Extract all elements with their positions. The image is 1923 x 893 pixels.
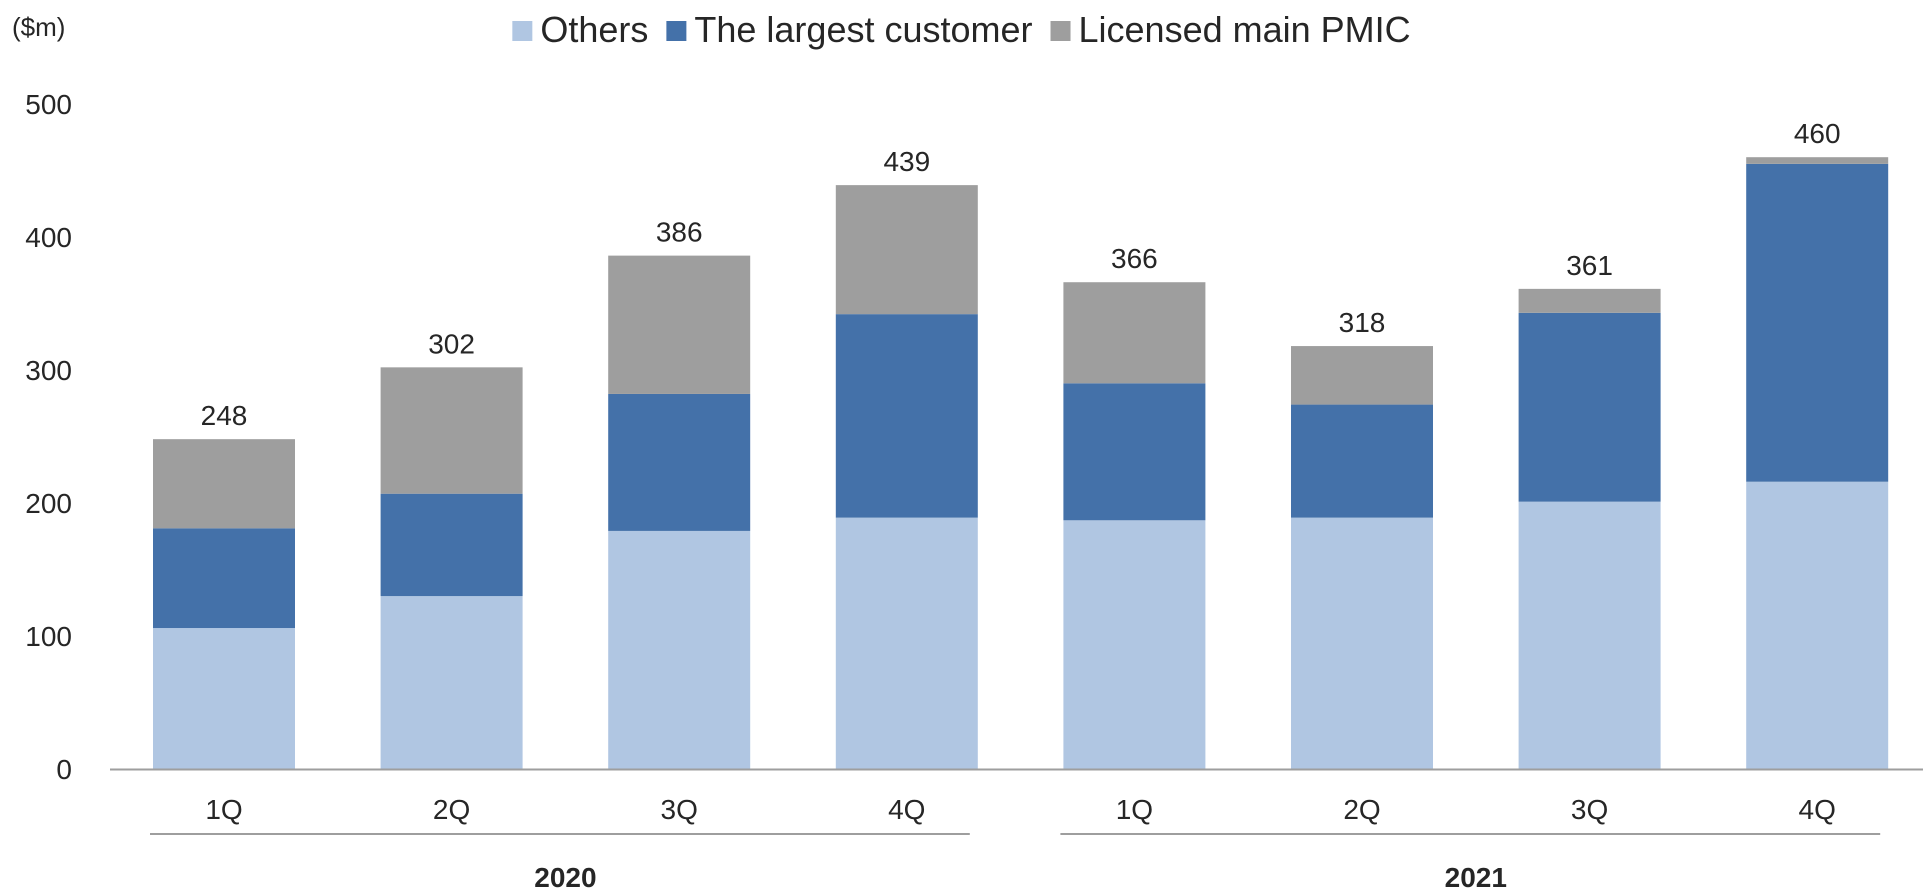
legend-swatch: [666, 21, 687, 41]
legend-swatch: [512, 21, 533, 41]
bar-segment-licensed-main-pmic: [380, 367, 523, 494]
bar-segment-licensed-main-pmic: [608, 255, 751, 394]
bar-segment-licensed-main-pmic: [1518, 288, 1661, 313]
bar-segment-licensed-main-pmic: [1746, 157, 1889, 164]
legend: Others The largest customer Licensed main …: [512, 9, 1411, 50]
y-tick-label: 200: [25, 488, 72, 519]
total-label: 460: [1794, 118, 1841, 149]
bar-segment-licensed-main-pmic: [1063, 282, 1206, 384]
bar-segment-the-largest-customer: [1063, 383, 1206, 521]
bar-segment-others: [1291, 517, 1433, 769]
y-tick-label: 400: [25, 222, 72, 253]
bar-segment-others: [153, 628, 295, 769]
x-tick-label: 2Q: [433, 794, 470, 825]
bar-segment-others: [835, 517, 978, 769]
x-tick-label: 1Q: [1116, 794, 1153, 825]
legend-label: Licensed main PMIC: [1079, 9, 1411, 50]
y-tick-label: 0: [56, 754, 72, 785]
legend-label: The largest customer: [694, 9, 1032, 50]
bar-segment-others: [1746, 481, 1889, 769]
y-tick-label: 100: [25, 621, 72, 652]
x-tick-label: 4Q: [888, 794, 925, 825]
bar-segment-licensed-main-pmic: [1291, 346, 1433, 405]
bar-segment-licensed-main-pmic: [153, 439, 295, 529]
bars: [153, 157, 1889, 769]
total-label: 386: [656, 217, 703, 248]
bar-segment-the-largest-customer: [835, 314, 978, 518]
unit-label: ($m): [12, 12, 65, 42]
total-label: 248: [201, 400, 248, 431]
bar-segment-the-largest-customer: [1746, 163, 1889, 482]
y-tick-label: 300: [25, 355, 72, 386]
total-label: 366: [1111, 243, 1158, 274]
year-groups: 2020 2021: [150, 833, 1881, 893]
bar-segment-the-largest-customer: [153, 528, 295, 629]
year-group-label: 2021: [1445, 862, 1507, 893]
x-tick-label: 3Q: [1571, 794, 1608, 825]
total-label: 361: [1566, 250, 1613, 281]
year-group-label: 2020: [534, 862, 596, 893]
x-tick-label: 1Q: [205, 794, 242, 825]
x-tick-label: 2Q: [1343, 794, 1380, 825]
x-tick-label: 4Q: [1799, 794, 1836, 825]
bar-segment-others: [1063, 520, 1206, 769]
total-labels: 248 302 386 439 366 318 361 460: [201, 118, 1841, 431]
legend-item-the-largest-customer: The largest customer: [666, 9, 1033, 50]
legend-label: Others: [540, 9, 648, 50]
bar-segment-the-largest-customer: [380, 493, 523, 597]
bar-segment-others: [380, 596, 523, 769]
x-axis: 1Q 2Q 3Q 4Q 1Q 2Q 3Q 4Q: [205, 794, 1836, 825]
legend-item-licensed-main-pmic: Licensed main PMIC: [1050, 9, 1411, 50]
y-axis: 0 100 200 300 400 500: [25, 89, 72, 785]
bar-segment-licensed-main-pmic: [835, 185, 978, 315]
bar-segment-the-largest-customer: [1518, 312, 1661, 502]
legend-swatch: [1050, 21, 1071, 41]
y-tick-label: 500: [25, 89, 72, 120]
bar-segment-the-largest-customer: [1291, 404, 1433, 518]
legend-item-others: Others: [512, 9, 648, 50]
bar-segment-the-largest-customer: [608, 393, 751, 531]
bar-segment-others: [608, 530, 751, 769]
x-tick-label: 3Q: [661, 794, 698, 825]
total-label: 318: [1339, 307, 1386, 338]
total-label: 439: [883, 146, 930, 177]
total-label: 302: [428, 328, 475, 359]
bar-segment-others: [1518, 501, 1661, 769]
